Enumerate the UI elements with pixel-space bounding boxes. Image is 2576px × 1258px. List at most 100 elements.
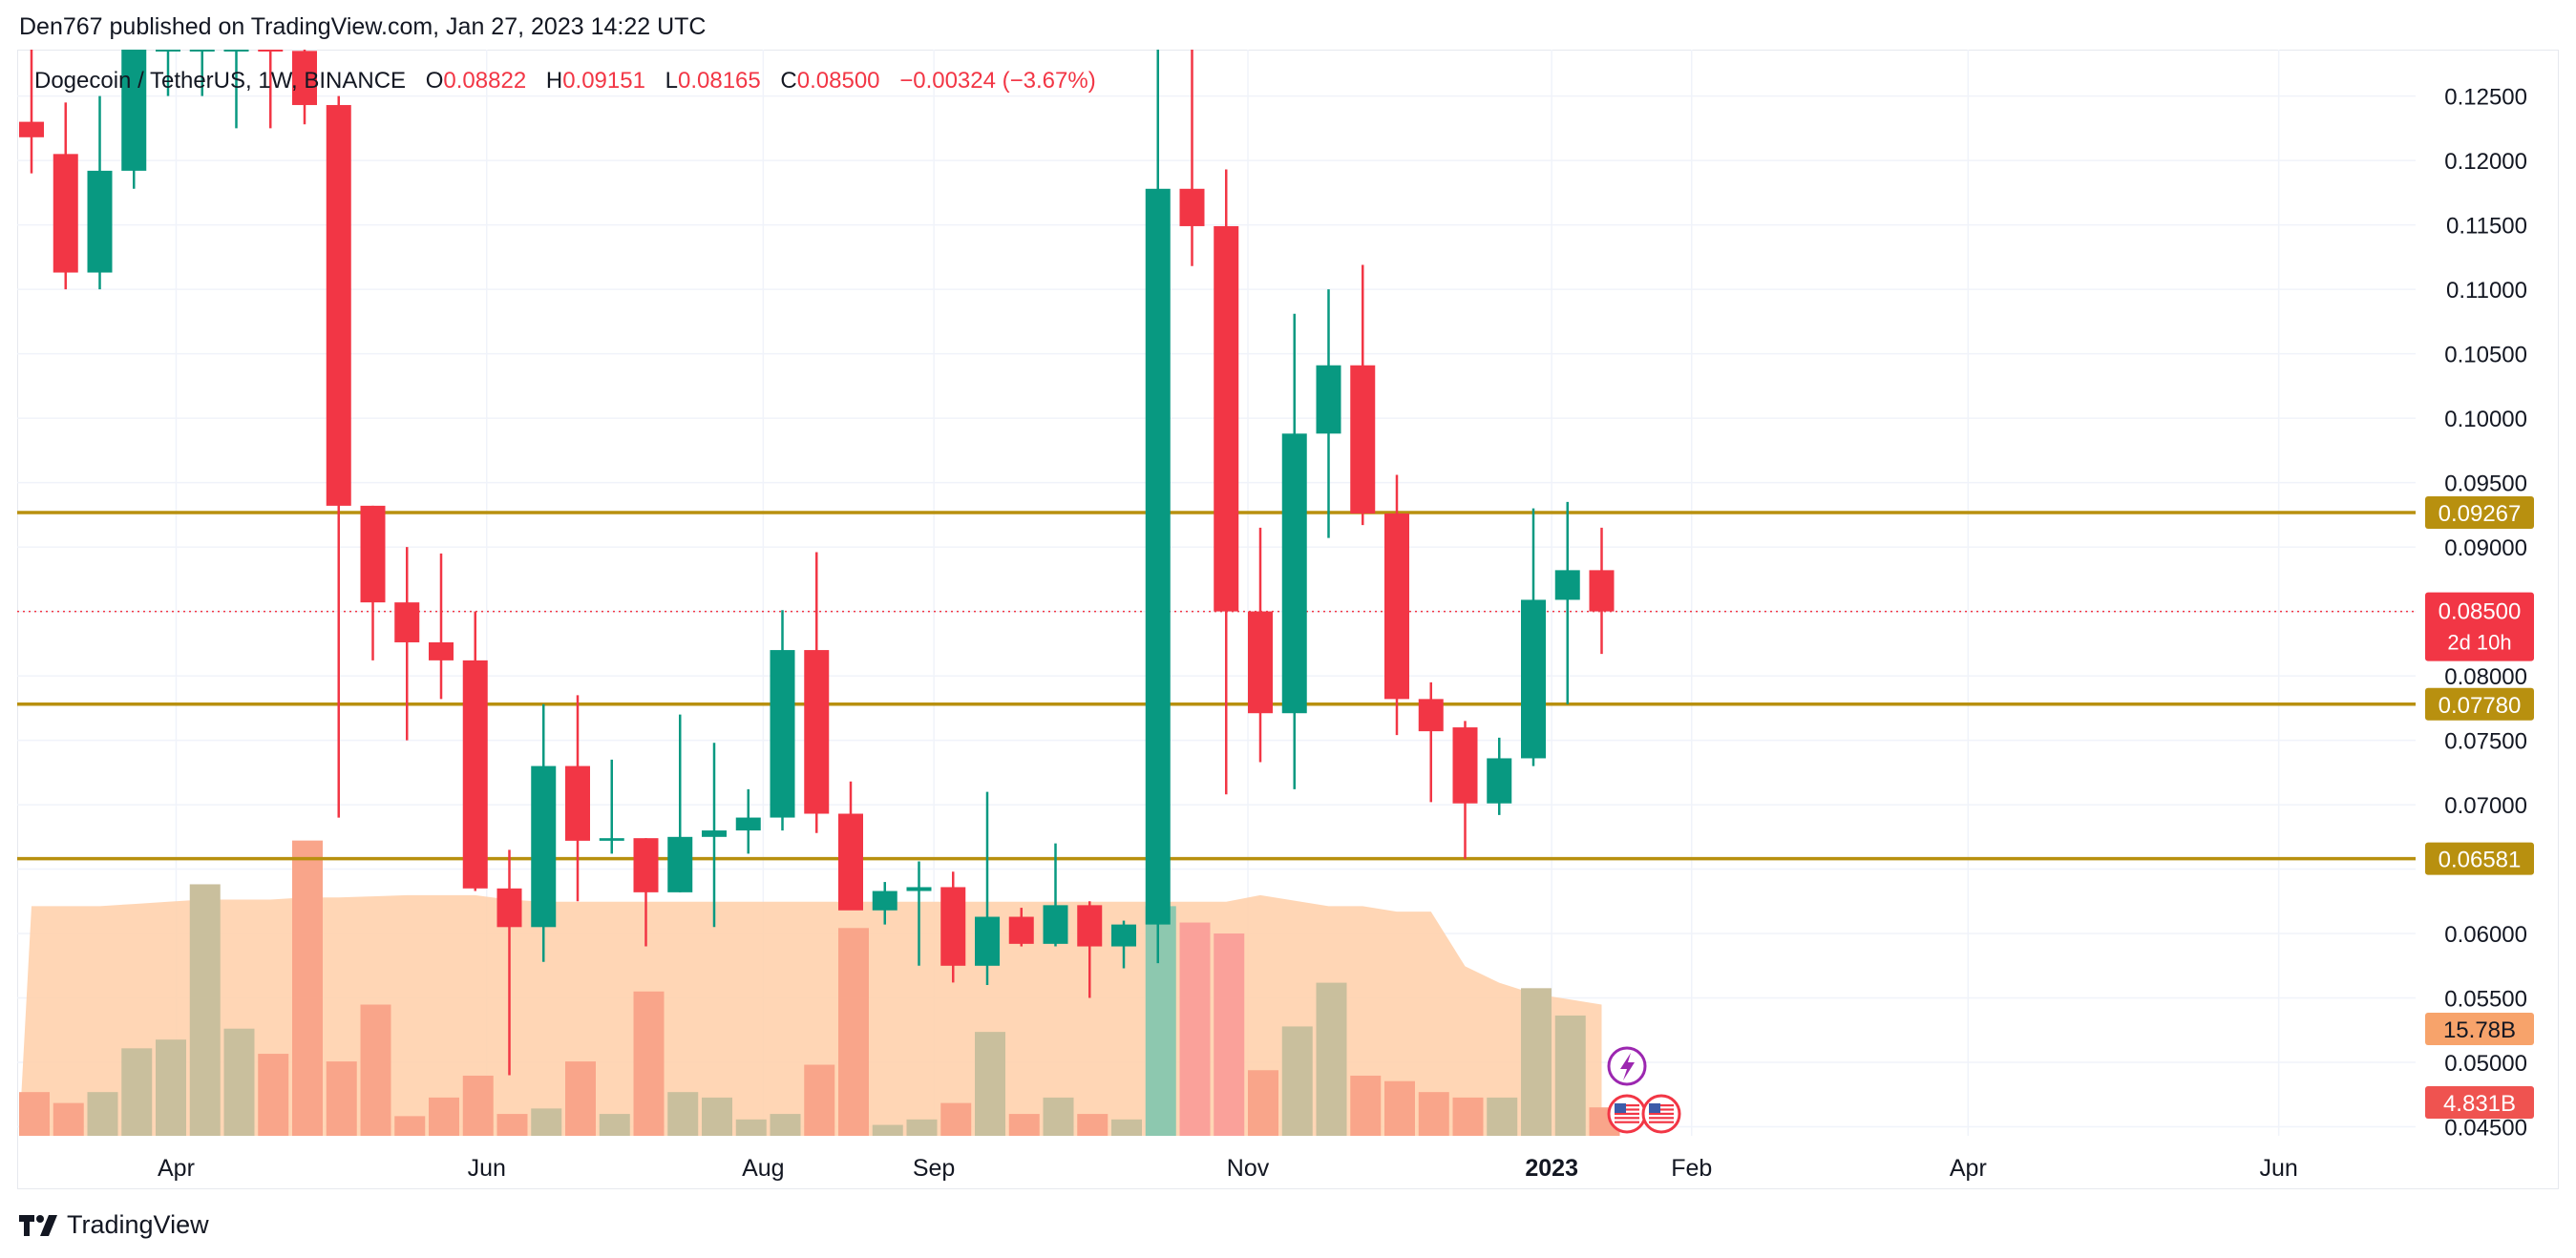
candle-body-down: [292, 51, 317, 106]
volume-bar: [1281, 1026, 1313, 1136]
lightning-event-icon[interactable]: [1607, 1046, 1647, 1086]
candle-body-down: [462, 660, 488, 889]
price-tick-label: 0.05000: [2444, 1051, 2527, 1077]
volume-bar: [1316, 982, 1347, 1136]
price-tick-label: 0.12500: [2444, 85, 2527, 111]
volume-bar: [19, 1092, 50, 1136]
flag-canton: [1649, 1103, 1660, 1113]
candle-body-down: [940, 887, 966, 966]
tradingview-logo[interactable]: TradingView: [19, 1210, 209, 1240]
close-value: 0.08500: [796, 68, 880, 94]
volume-last-badge: [2425, 1086, 2534, 1119]
price-tick-label: 0.04500: [2444, 1116, 2527, 1142]
volume-ma-badge: [2425, 1013, 2534, 1045]
brand-name: TradingView: [67, 1210, 209, 1239]
price-tick-label: 0.12000: [2444, 149, 2527, 175]
volume-bar: [360, 1004, 391, 1136]
candle-body-up: [906, 887, 932, 891]
bar-countdown-label: 2d 10h: [2447, 631, 2511, 655]
candle-body-down: [429, 641, 454, 660]
candle-body-up: [1487, 758, 1512, 804]
candle-body-up: [223, 50, 249, 52]
candle-body-down: [1350, 365, 1376, 514]
level-price-label: 0.09267: [2439, 501, 2522, 527]
candle-body-up: [156, 50, 180, 52]
volume-bar: [599, 1114, 630, 1136]
candle-body-down: [1384, 513, 1409, 700]
change-value: −0.00324 (−3.67%): [899, 68, 1096, 94]
price-tick-label: 0.10000: [2444, 407, 2527, 432]
event-markers[interactable]: [1607, 1046, 1681, 1134]
symbol-legend: Dogecoin / TetherUS, 1W, BINANCE O0.0882…: [34, 68, 1096, 94]
candle-body-up: [87, 170, 113, 273]
time-tick-label: Sep: [913, 1155, 955, 1182]
candle-body-up: [531, 765, 557, 928]
level-price-badge: [2425, 687, 2534, 721]
flag-stripe: [1615, 1108, 1639, 1111]
volume-pane: [19, 840, 1620, 1136]
candle-body-up: [189, 50, 215, 52]
us-flag-event-icon[interactable]: [1641, 1094, 1681, 1134]
volume-bar: [189, 884, 221, 1136]
flag-stripe: [1649, 1121, 1674, 1123]
volume-bar: [1248, 1070, 1278, 1136]
last-price-label: 0.08500: [2439, 599, 2522, 625]
volume-bar: [292, 840, 323, 1136]
volume-bar: [770, 1114, 801, 1136]
candle-body-up: [121, 50, 147, 171]
candle-body-down: [1248, 611, 1273, 714]
volume-bar: [462, 1075, 494, 1136]
volume-bar: [1111, 1119, 1142, 1136]
flag-stripe: [1615, 1104, 1639, 1107]
level-price-label: 0.07780: [2439, 693, 2522, 719]
flag-stripe: [1649, 1108, 1674, 1111]
volume-bar: [1214, 933, 1245, 1136]
volume-ma-label: 15.78B: [2443, 1017, 2516, 1043]
candle-body-up: [1316, 365, 1341, 434]
chart-frame: [17, 50, 2559, 1189]
lightning-glyph: [1620, 1053, 1635, 1080]
time-tick-label: Feb: [1671, 1155, 1712, 1182]
volume-bar: [667, 1092, 699, 1136]
high-value: 0.09151: [562, 68, 645, 94]
candle-body-up: [770, 650, 795, 818]
volume-bar: [1384, 1080, 1415, 1136]
price-tick-label: 0.09000: [2444, 535, 2527, 561]
price-tick-label: 0.06000: [2444, 922, 2527, 948]
flag-stripe: [1649, 1104, 1674, 1107]
high-label: H: [545, 68, 563, 94]
volume-bar: [1350, 1075, 1382, 1136]
volume-bar: [53, 1102, 84, 1136]
volume-bar: [87, 1092, 118, 1136]
volume-bar: [804, 1064, 835, 1136]
volume-bar: [1043, 1097, 1074, 1136]
volume-bar: [1008, 1114, 1040, 1136]
volume-bar: [906, 1119, 938, 1136]
time-tick-label: Jun: [468, 1155, 506, 1182]
volume-bar: [735, 1119, 767, 1136]
candle-body-up: [1111, 924, 1136, 947]
volume-bar: [326, 1061, 357, 1136]
price-tick-label: 0.09500: [2444, 472, 2527, 497]
last-price-badge: [2425, 592, 2534, 661]
candle-body-down: [326, 105, 351, 506]
volume-bar: [394, 1116, 426, 1136]
volume-bar: [1521, 988, 1552, 1136]
volume-bar: [429, 1097, 459, 1136]
flag-stripe: [1615, 1117, 1639, 1120]
candles: [19, 50, 1615, 1076]
candle-body-down: [1452, 727, 1478, 804]
price-tick-label: 0.11500: [2446, 214, 2527, 240]
volume-bar: [1452, 1097, 1484, 1136]
candle-body-down: [1418, 699, 1444, 732]
volume-bar: [1179, 922, 1211, 1136]
close-label: C: [780, 68, 797, 94]
candle-body-down: [1179, 188, 1205, 226]
candle-body-down: [565, 765, 590, 841]
candle-body-down: [1008, 916, 1034, 944]
candle-body-down: [1077, 905, 1103, 947]
us-flag-event-icon[interactable]: [1607, 1094, 1647, 1134]
time-tick-label: Apr: [158, 1155, 195, 1182]
open-value: 0.08822: [443, 68, 527, 94]
